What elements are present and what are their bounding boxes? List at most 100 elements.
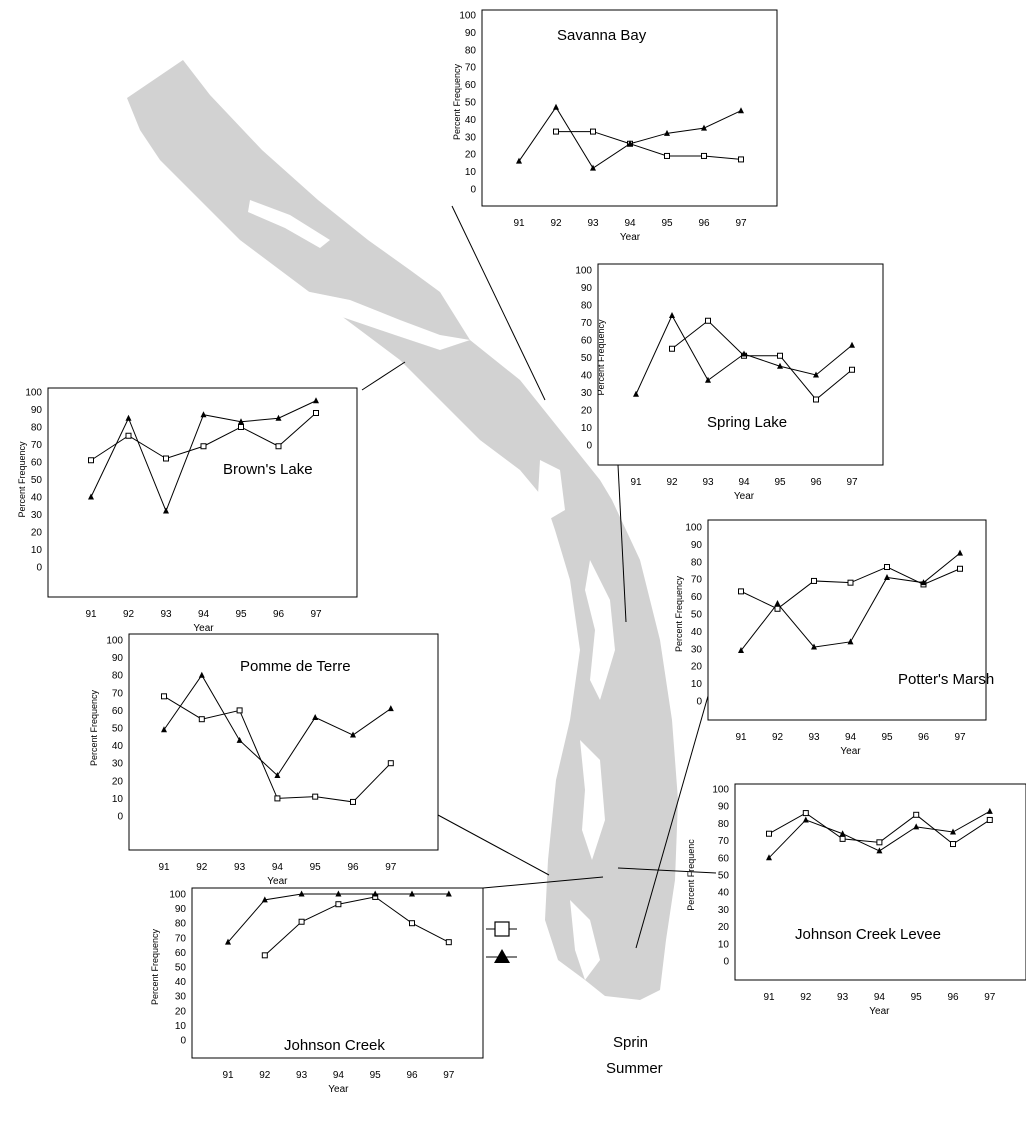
y-tick-label: 80 <box>175 919 187 930</box>
river-channel <box>248 200 330 248</box>
chart-1: Spring Lake 0 10 20 30 40 50 60 70 80 90 100 Percent… <box>575 263 884 502</box>
data-point-triangle <box>236 736 243 743</box>
x-axis-label: Year <box>328 1084 349 1095</box>
data-point-square <box>198 716 205 723</box>
x-tick-label: 92 <box>666 477 678 488</box>
y-tick-label: 100 <box>459 11 476 22</box>
y-tick-label: 50 <box>465 98 477 109</box>
x-tick-label: 97 <box>984 992 996 1003</box>
data-point-triangle <box>957 549 963 556</box>
y-tick-label: 90 <box>581 283 593 294</box>
leader-lines <box>361 205 717 949</box>
y-axis-label: Percent Frequency <box>452 63 462 140</box>
data-point-triangle <box>777 362 783 369</box>
data-point-triangle <box>876 847 883 854</box>
x-tick-label: 95 <box>310 862 322 873</box>
y-tick-label: 10 <box>31 545 43 556</box>
x-tick-label: 92 <box>123 609 135 620</box>
data-point-square <box>884 564 890 571</box>
data-point-triangle <box>839 830 846 837</box>
x-tick-label: 93 <box>160 609 172 620</box>
x-tick-label: 94 <box>272 862 284 873</box>
y-tick-label: 60 <box>112 706 124 717</box>
data-point-triangle <box>664 129 670 136</box>
x-axis-label: Year <box>869 1006 890 1017</box>
data-point-square <box>312 793 319 800</box>
river-channel <box>538 460 565 520</box>
x-tick-label: 95 <box>661 218 673 229</box>
y-tick-label: 100 <box>106 636 123 647</box>
y-tick-label: 100 <box>685 523 702 534</box>
data-point-triangle <box>847 638 854 645</box>
x-tick-label: 91 <box>85 609 97 620</box>
legend-summer-label: Summer <box>606 1060 663 1077</box>
y-tick-label: 90 <box>465 28 477 39</box>
y-axis-label: Percent Frequency <box>17 441 27 518</box>
river-channel <box>580 740 605 860</box>
chart-frame <box>191 887 484 1059</box>
data-point-square <box>701 152 707 159</box>
data-point-triangle <box>590 164 596 171</box>
y-tick-label: 10 <box>175 1021 187 1032</box>
data-point-square <box>813 396 819 403</box>
data-point-triangle <box>741 350 747 357</box>
data-point-triangle <box>312 713 319 720</box>
data-point-square <box>553 128 559 135</box>
x-tick-label: 96 <box>347 862 359 873</box>
chart-frame <box>597 263 884 466</box>
data-point-triangle <box>274 772 281 779</box>
data-point-square <box>986 816 993 823</box>
y-tick-label: 10 <box>465 167 477 178</box>
y-tick-label: 80 <box>581 301 593 312</box>
chart-title: Brown's Lake <box>223 461 313 478</box>
x-tick-label: 96 <box>698 218 710 229</box>
y-tick-label: 70 <box>691 575 703 586</box>
data-point-square <box>811 577 817 584</box>
x-tick-label: 94 <box>738 477 750 488</box>
data-point-triangle <box>705 376 711 383</box>
y-tick-label: 50 <box>31 475 43 486</box>
series-line-square <box>264 896 450 956</box>
data-point-triangle <box>553 103 559 110</box>
data-point-square <box>802 810 809 817</box>
data-point-square <box>738 156 744 163</box>
y-tick-label: 50 <box>112 724 124 735</box>
data-point-triangle <box>986 807 993 814</box>
y-tick-label: 30 <box>691 644 703 655</box>
data-point-triangle <box>516 157 522 164</box>
data-point-triangle <box>849 341 855 348</box>
data-point-square <box>387 760 394 767</box>
y-tick-label: 40 <box>112 741 124 752</box>
x-tick-label: 97 <box>846 477 858 488</box>
y-tick-label: 60 <box>581 336 593 347</box>
data-point-square <box>777 352 783 359</box>
y-tick-label: 30 <box>581 388 593 399</box>
data-point-square <box>350 798 356 805</box>
x-tick-label: 95 <box>235 609 247 620</box>
x-tick-label: 92 <box>772 732 784 743</box>
x-tick-label: 91 <box>630 477 642 488</box>
y-tick-label: 100 <box>575 266 592 277</box>
y-tick-label: 20 <box>465 150 477 161</box>
y-tick-label: 70 <box>581 318 593 329</box>
data-point-triangle <box>125 414 132 421</box>
data-point-triangle <box>884 573 890 580</box>
data-point-square <box>313 410 319 416</box>
y-tick-label: 70 <box>465 63 477 74</box>
x-tick-label: 93 <box>837 992 849 1003</box>
x-tick-label: 94 <box>845 732 857 743</box>
x-tick-label: 91 <box>222 1070 234 1081</box>
y-tick-label: 20 <box>718 922 730 933</box>
river-channel <box>585 560 615 700</box>
y-tick-label: 0 <box>696 697 702 708</box>
river-channel <box>300 290 470 350</box>
data-point-triangle <box>627 140 633 147</box>
y-tick-label: 10 <box>691 679 703 690</box>
y-tick-label: 50 <box>581 353 593 364</box>
data-point-triangle <box>335 890 342 897</box>
y-axis-label: Percent Frequency <box>89 689 99 766</box>
x-tick-label: 91 <box>513 218 525 229</box>
leader-line <box>482 876 604 889</box>
data-point-triangle <box>913 823 920 830</box>
